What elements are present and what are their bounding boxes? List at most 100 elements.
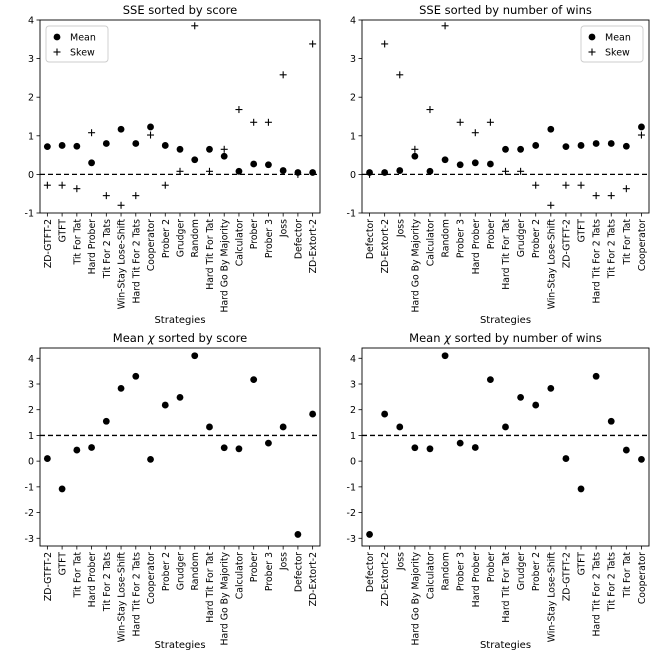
data-point-skew xyxy=(637,131,645,139)
x-tick-label: Hard Tit For Tat xyxy=(501,219,512,290)
x-axis-label: Strategies xyxy=(154,315,205,326)
x-tick-label: Joss xyxy=(279,552,290,571)
data-point-mean xyxy=(396,167,404,174)
x-tick-label: Win-Stay Lose-Shift xyxy=(546,552,557,643)
x-tick-label: ZD-GTFT-2 xyxy=(561,552,572,601)
x-tick-label: Hard Prober xyxy=(87,552,98,608)
x-tick-label: Prober xyxy=(249,552,260,582)
x-tick-label: Grudger xyxy=(176,219,187,257)
data-point-mean xyxy=(294,531,302,538)
data-point-mean xyxy=(638,455,645,463)
data-point-skew xyxy=(441,22,449,30)
legend: Mean Skew xyxy=(45,25,109,63)
data-point-skew xyxy=(250,118,258,126)
data-point-skew xyxy=(191,22,199,30)
data-point-mean xyxy=(411,152,419,160)
data-point-mean xyxy=(73,142,81,150)
x-tick-label: Calculator xyxy=(425,219,436,266)
x-tick-label: Defector xyxy=(365,552,376,592)
data-point-mean xyxy=(117,125,125,133)
x-tick-label: Hard Tit For Tat xyxy=(501,552,512,623)
x-tick-label: Random xyxy=(190,552,201,591)
data-point-mean xyxy=(265,161,272,169)
x-tick-label: Hard Prober xyxy=(87,219,98,275)
y-tick-label: 2 xyxy=(28,405,34,416)
x-tick-label: GTFT xyxy=(58,552,69,576)
y-tick-label: -1 xyxy=(25,209,34,220)
data-point-mean xyxy=(486,376,494,384)
data-point-mean xyxy=(532,142,540,149)
data-point-mean xyxy=(132,372,140,380)
x-tick-label: Grudger xyxy=(516,552,527,590)
data-point-mean xyxy=(235,167,243,175)
y-tick-label: 0 xyxy=(350,457,356,468)
data-point-skew xyxy=(264,118,272,126)
data-point-mean xyxy=(191,352,199,360)
data-point-mean xyxy=(607,140,615,147)
data-point-mean xyxy=(206,145,213,153)
data-point-skew xyxy=(220,145,228,153)
x-tick-label: Prober 2 xyxy=(161,219,172,258)
x-tick-label: Prober 3 xyxy=(264,552,275,591)
x-tick-label: Joss xyxy=(279,219,290,238)
y-tick-label: -1 xyxy=(25,482,34,493)
data-point-mean xyxy=(309,169,317,176)
data-point-mean xyxy=(592,140,600,147)
data-point-skew xyxy=(562,181,570,189)
x-tick-label: Tit For Tat xyxy=(622,219,633,266)
x-tick-label: ZD-Extort-2 xyxy=(308,219,319,273)
y-tick-label: 3 xyxy=(28,54,34,65)
chart-panel-4: Mean χ sorted by number of wins -3 -2 -1 0 1 2… xyxy=(347,331,650,651)
x-tick-label: Calculator xyxy=(234,552,245,599)
data-point-skew xyxy=(502,167,509,175)
x-tick-label: ZD-GTFT-2 xyxy=(561,219,572,268)
chart-title-prefix: Mean xyxy=(409,331,444,345)
data-point-mean xyxy=(250,160,258,168)
x-tick-label: Tit For 2 Tats xyxy=(607,219,618,279)
axes-frame xyxy=(39,19,321,214)
y-tick-label: 0 xyxy=(28,170,34,181)
y-tick-label: 4 xyxy=(350,354,356,365)
x-tick-label: Defector xyxy=(293,219,304,259)
data-point-skew xyxy=(176,167,184,175)
data-point-mean xyxy=(102,140,110,147)
chart-title: Mean χ sorted by number of wins xyxy=(409,331,602,345)
data-point-mean xyxy=(622,446,630,454)
data-point-mean xyxy=(532,401,540,409)
data-point-skew xyxy=(396,71,404,79)
data-point-mean xyxy=(220,444,228,452)
axes-frame xyxy=(361,19,650,214)
x-tick-label: GTFT xyxy=(577,552,588,576)
x-axis-label: Strategies xyxy=(154,640,205,651)
x-tick-label: Calculator xyxy=(425,552,436,599)
x-tick-label: Tit For 2 Tats xyxy=(102,552,113,612)
data-point-mean xyxy=(250,376,258,384)
y-tick-label: 2 xyxy=(28,93,34,104)
y-tick-label: 3 xyxy=(350,380,356,391)
data-point-skew xyxy=(532,181,540,189)
x-tick-label: GTFT xyxy=(577,219,588,243)
y-tick-label: -2 xyxy=(347,508,356,519)
data-point-skew xyxy=(88,129,96,137)
data-point-mean xyxy=(220,152,228,160)
x-tick-label: Hard Tit For Tat xyxy=(205,552,216,623)
y-tick-label: 3 xyxy=(28,380,34,391)
data-point-mean xyxy=(88,444,95,451)
x-tick-label: Prober 3 xyxy=(456,219,467,258)
x-tick-label: Prober xyxy=(249,219,260,249)
data-point-mean xyxy=(622,142,630,150)
data-point-skew xyxy=(381,40,389,48)
chart-title-suffix: sorted by score xyxy=(155,331,248,345)
legend-box xyxy=(580,25,644,63)
data-point-mean xyxy=(102,417,110,425)
chart-title-symbol: χ xyxy=(147,331,156,345)
x-tick-label: Win-Stay Lose-Shift xyxy=(117,552,128,643)
chart-panel-3: Mean χ sorted by score -3 -2 -1 0 1 2 3 4 ZD-GTFT… xyxy=(25,331,321,651)
chart-title: SSE sorted by number of wins xyxy=(419,3,592,17)
data-point-skew xyxy=(411,145,419,153)
data-point-mean xyxy=(132,140,140,147)
data-point-skew xyxy=(622,185,630,193)
data-point-mean xyxy=(43,143,51,151)
data-point-mean xyxy=(88,159,95,167)
